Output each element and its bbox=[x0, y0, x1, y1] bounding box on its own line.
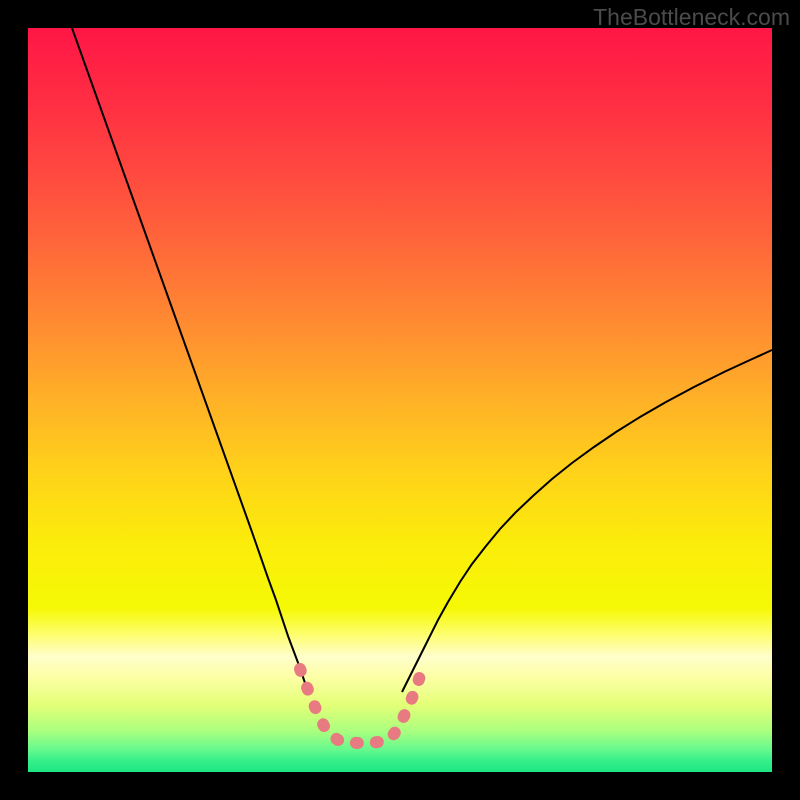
watermark-text: TheBottleneck.com bbox=[593, 4, 790, 31]
bottleneck-curve-chart bbox=[0, 0, 800, 800]
chart-container bbox=[0, 0, 800, 800]
chart-plot-background bbox=[28, 28, 772, 772]
